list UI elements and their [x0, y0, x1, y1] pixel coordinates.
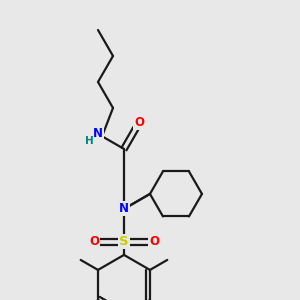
Text: S: S	[119, 236, 129, 248]
Text: O: O	[149, 236, 159, 248]
Text: N: N	[119, 202, 129, 215]
Text: O: O	[89, 236, 99, 248]
Text: O: O	[134, 116, 144, 129]
Text: H: H	[85, 136, 93, 146]
Text: N: N	[93, 128, 103, 140]
